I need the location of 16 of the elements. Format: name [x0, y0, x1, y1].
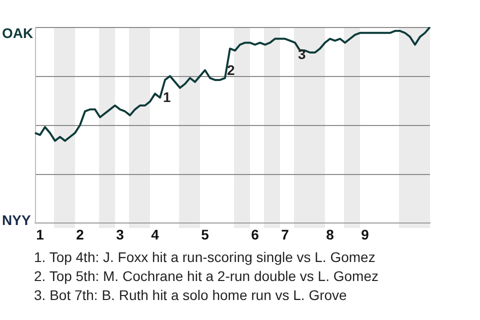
x-tick-label: 9: [361, 226, 370, 242]
text: NYY: [2, 212, 31, 228]
text: 1. Top 4th: J. Foxx hit a run-scoring single vs L. Gomez: [34, 248, 376, 267]
x-tick-label: 4: [151, 226, 160, 242]
x-tick-label: 3: [116, 226, 124, 242]
x-tick-label: 1: [36, 226, 44, 242]
x-tick-label: 6: [251, 226, 260, 242]
annotation: 2: [227, 62, 235, 78]
annotation: 1: [163, 89, 171, 105]
x-tick-label: 8: [326, 226, 334, 242]
x-tick-label: 7: [281, 226, 290, 242]
x-tick-label: 5: [201, 226, 210, 242]
text: OAK: [2, 25, 34, 41]
text: 2. Top 5th: M. Cochrane hit a 2-run double vs L. Gomez: [34, 267, 380, 286]
text: 3. Bot 7th: B. Ruth hit a solo home run vs L. Grove: [34, 286, 348, 305]
x-tick-label: 2: [76, 226, 84, 242]
